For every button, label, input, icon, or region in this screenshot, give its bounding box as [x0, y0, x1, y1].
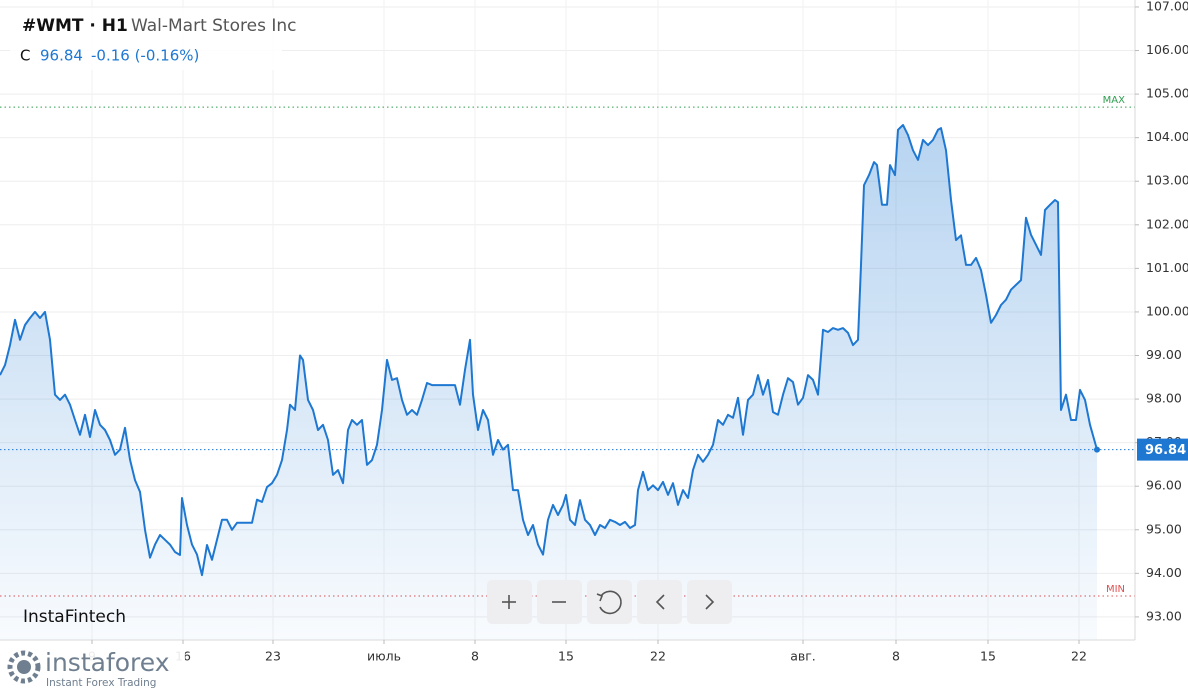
symbol: #WMT · H1 — [22, 16, 128, 36]
x-tick-label: 8 — [471, 649, 479, 664]
x-tick-label: июль — [367, 649, 401, 664]
y-tick-label: 96.00 — [1146, 478, 1182, 493]
last-price-box — [1137, 438, 1188, 461]
plot: MAX MIN — [0, 95, 1135, 640]
logo-icon — [7, 650, 41, 684]
brand: InstaFintech — [23, 607, 126, 627]
min-line-label: MIN — [1106, 584, 1125, 595]
y-tick-label: 104.00 — [1146, 129, 1188, 144]
y-tick-label: 95.00 — [1146, 521, 1182, 536]
x-tick-label: 15 — [558, 649, 574, 664]
y-tick-label: 93.00 — [1146, 608, 1182, 623]
x-tick-label: авг. — [790, 649, 816, 664]
y-tick-label: 100.00 — [1146, 303, 1188, 318]
change-value: -0.16 (-0.16%) — [91, 47, 199, 65]
zoom-in-button[interactable] — [487, 580, 532, 624]
y-tick-label: 102.00 — [1146, 216, 1188, 231]
x-tick-label: 15 — [980, 649, 996, 664]
y-tick-label: 101.00 — [1146, 260, 1188, 275]
header-panel — [10, 8, 282, 70]
x-tick-label: 8 — [892, 649, 900, 664]
close-label: C — [20, 47, 30, 65]
scroll-left-button[interactable] — [637, 580, 682, 624]
logo-text: instaforex — [45, 648, 170, 677]
y-tick-label: 99.00 — [1146, 347, 1182, 362]
y-tick-label: 107.00 — [1146, 0, 1188, 13]
y-tick-label: 103.00 — [1146, 173, 1188, 188]
price-line — [0, 124, 1098, 577]
logo-tagline: Instant Forex Trading — [46, 677, 156, 689]
max-line-label: MAX — [1103, 95, 1125, 106]
y-tick-label: 105.00 — [1146, 86, 1188, 101]
reset-button[interactable] — [587, 580, 632, 624]
y-tick-label: 94.00 — [1146, 565, 1182, 580]
close-value: 96.84 — [40, 47, 83, 65]
company-name: Wal-Mart Stores Inc — [131, 16, 296, 36]
x-tick-label: 23 — [265, 649, 281, 664]
y-tick-label: 106.00 — [1146, 42, 1188, 57]
zoom-out-button[interactable] — [537, 580, 582, 624]
y-tick-label: 98.00 — [1146, 391, 1182, 406]
x-tick-label: 22 — [650, 649, 666, 664]
x-tick-label: 22 — [1071, 649, 1087, 664]
logo: instaforex Instant Forex Trading — [0, 644, 185, 692]
axes: 93.0094.0095.0096.0097.0098.0099.00100.0… — [88, 0, 1188, 664]
last-price-label: 96.84 — [1145, 443, 1186, 458]
logo-icon-core — [17, 660, 31, 674]
scroll-right-button[interactable] — [687, 580, 732, 624]
area — [0, 125, 1097, 640]
